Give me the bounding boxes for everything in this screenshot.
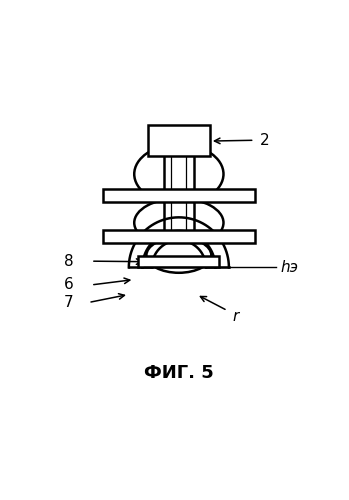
- Text: 6: 6: [64, 278, 74, 292]
- Bar: [103, 230, 255, 243]
- Text: ФИГ. 5: ФИГ. 5: [144, 364, 214, 382]
- Ellipse shape: [134, 198, 223, 247]
- Text: 8: 8: [64, 254, 74, 268]
- Text: hэ: hэ: [280, 260, 298, 275]
- Bar: [164, 128, 194, 242]
- Bar: [103, 190, 255, 202]
- Bar: [138, 256, 220, 268]
- Text: r: r: [233, 308, 239, 324]
- Bar: [148, 126, 210, 156]
- Text: 2: 2: [260, 133, 270, 148]
- Ellipse shape: [134, 144, 223, 204]
- Text: 7: 7: [64, 295, 74, 310]
- Ellipse shape: [147, 238, 211, 273]
